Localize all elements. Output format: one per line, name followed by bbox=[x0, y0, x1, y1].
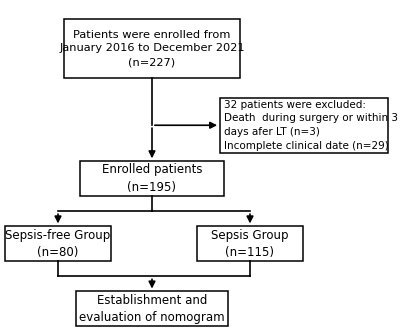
FancyBboxPatch shape bbox=[220, 98, 388, 153]
Text: 32 patients were excluded:
Death  during surgery or within 3
days afer LT (n=3)
: 32 patients were excluded: Death during … bbox=[224, 100, 398, 151]
FancyBboxPatch shape bbox=[64, 19, 240, 78]
Text: Patients were enrolled from
January 2016 to December 2021
(n=227): Patients were enrolled from January 2016… bbox=[59, 30, 245, 67]
FancyBboxPatch shape bbox=[5, 226, 111, 261]
FancyBboxPatch shape bbox=[197, 226, 303, 261]
Text: Sepsis Group
(n=115): Sepsis Group (n=115) bbox=[211, 228, 289, 259]
Text: Sepsis-free Group
(n=80): Sepsis-free Group (n=80) bbox=[5, 228, 111, 259]
FancyBboxPatch shape bbox=[76, 291, 228, 327]
FancyBboxPatch shape bbox=[80, 161, 224, 196]
Text: Establishment and
evaluation of nomogram: Establishment and evaluation of nomogram bbox=[79, 294, 225, 324]
Text: Enrolled patients
(n=195): Enrolled patients (n=195) bbox=[102, 163, 202, 194]
